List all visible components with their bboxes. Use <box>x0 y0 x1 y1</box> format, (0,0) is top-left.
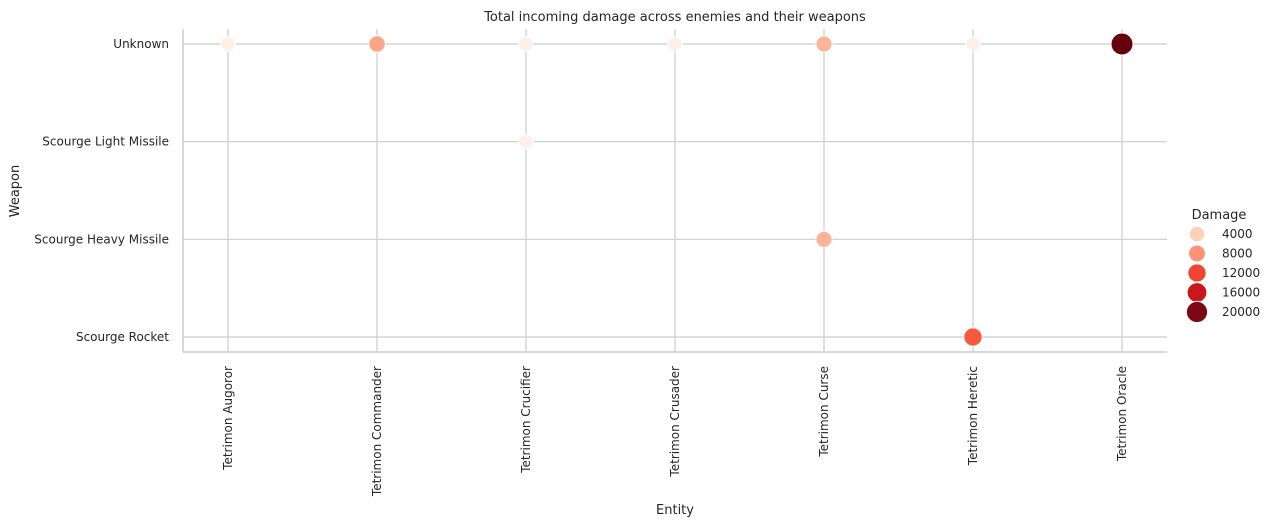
data-point <box>518 134 534 150</box>
data-point <box>220 36 236 52</box>
x-tick-label: Tetrimon Heretic <box>966 366 980 466</box>
data-points <box>220 32 1134 347</box>
data-point <box>965 36 981 52</box>
y-axis-label: Weapon <box>8 165 23 218</box>
y-tick-label: Unknown <box>113 37 169 51</box>
legend-marker <box>1185 300 1209 324</box>
data-point <box>1110 32 1134 56</box>
x-tick-label: Tetrimon Crusader <box>668 366 682 478</box>
x-tick-label: Tetrimon Commander <box>370 366 384 497</box>
legend: Damage 4000 8000 12000 16000 20000 <box>1185 208 1260 324</box>
legend-label: 20000 <box>1222 305 1260 319</box>
y-tick-label: Scourge Heavy Missile <box>34 232 169 246</box>
legend-label: 16000 <box>1222 286 1260 300</box>
legend-marker <box>1188 244 1206 263</box>
legend-label: 8000 <box>1222 247 1253 261</box>
legend-title: Damage <box>1192 208 1247 223</box>
x-tick-label: Tetrimon Curse <box>817 366 831 458</box>
data-point <box>368 35 386 53</box>
data-point <box>518 36 534 52</box>
y-tick-label: Scourge Light Missile <box>42 135 169 149</box>
legend-label: 4000 <box>1222 227 1253 241</box>
x-tick-label: Tetrimon Augoror <box>221 366 235 471</box>
data-point <box>815 35 833 53</box>
legend-label: 12000 <box>1222 266 1260 280</box>
legend-marker <box>1188 225 1206 243</box>
legend-marker <box>1186 282 1208 303</box>
legend-marker <box>1187 263 1207 283</box>
x-tick-label: Tetrimon Crucifier <box>519 366 533 474</box>
y-tick-labels: Unknown Scourge Light Missile Scourge Heav… <box>34 37 169 344</box>
x-tick-labels: Tetrimon Augoror Tetrimon Commander Tetrim… <box>221 366 1129 497</box>
data-point <box>963 327 983 347</box>
x-axis-label: Entity <box>656 503 694 518</box>
grid-lines <box>183 29 1167 352</box>
data-point <box>667 36 683 52</box>
data-point <box>815 230 833 248</box>
axes-spines <box>182 29 1167 353</box>
chart-title: Total incoming damage across enemies and… <box>483 10 866 25</box>
x-tick-label: Tetrimon Oracle <box>1115 366 1129 462</box>
y-tick-label: Scourge Rocket <box>76 330 169 344</box>
